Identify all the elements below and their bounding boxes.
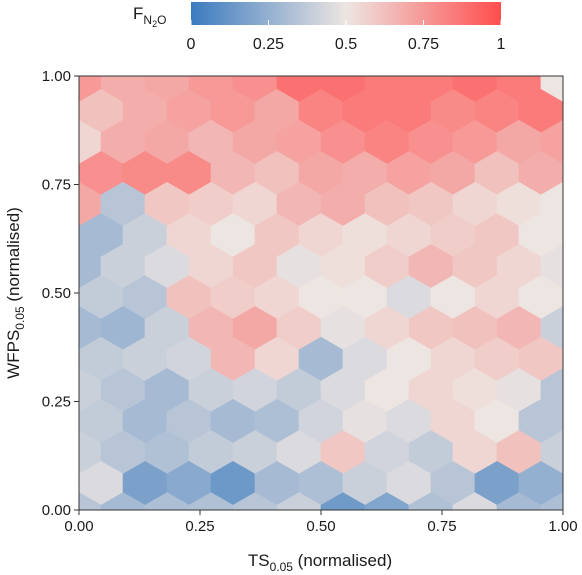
hex-cell [408,76,454,102]
legend-tick-label: 0.75 [408,36,439,53]
y-tick-label: 0.50 [42,285,71,302]
color-legend: FN2O 0 0.25 0.5 0.75 1 [133,2,506,53]
y-tick-label: 0.25 [42,394,71,411]
hex-cell [144,76,190,102]
x-tick-label: 0.00 [64,518,93,535]
legend-tick-label: 1 [497,36,506,53]
x-tick-label: 0.50 [306,518,335,535]
hex-cell [188,76,234,102]
legend-tick-label: 0.5 [335,36,357,53]
hex-cell [562,155,563,182]
hex-cell [562,93,563,120]
hex-cell [320,76,366,102]
hex-cell [496,76,542,102]
hex-cell [276,76,322,102]
hex-cell [562,466,563,493]
hex-cell [232,76,278,102]
x-tick-label: 1.00 [548,518,577,535]
hex-cells [79,76,563,510]
hex-cell [79,76,102,102]
y-axis-ticks: 0.00 0.25 0.50 0.75 1.00 [42,68,79,519]
hex-cell [452,76,498,102]
y-tick-label: 1.00 [42,68,71,85]
hex-cell [562,279,563,307]
y-axis-title: WFPS0.05 (normalised) [4,207,27,379]
legend-tick-label: 0.25 [253,36,284,53]
x-axis-ticks: 0.00 0.25 0.50 0.75 1.00 [64,510,578,535]
axes: 0.00 0.25 0.50 0.75 1.00 0.00 0.25 0.50 0.75 1.0… [42,68,578,535]
x-tick-label: 0.25 [185,518,214,535]
y-tick-label: 0.00 [42,502,71,519]
hex-cell [562,404,563,431]
x-tick-label: 0.75 [427,518,456,535]
hex-cell [100,76,146,102]
y-tick-label: 0.75 [42,177,71,194]
hex-cell [364,76,410,102]
hex-cell [562,217,563,245]
x-axis-title: TS0.05 (normalised) [248,551,392,574]
hex-cell [562,341,563,369]
legend-color-bar [191,2,501,25]
legend-tick-label: 0 [187,36,196,53]
legend-title: FN2O [133,4,166,29]
